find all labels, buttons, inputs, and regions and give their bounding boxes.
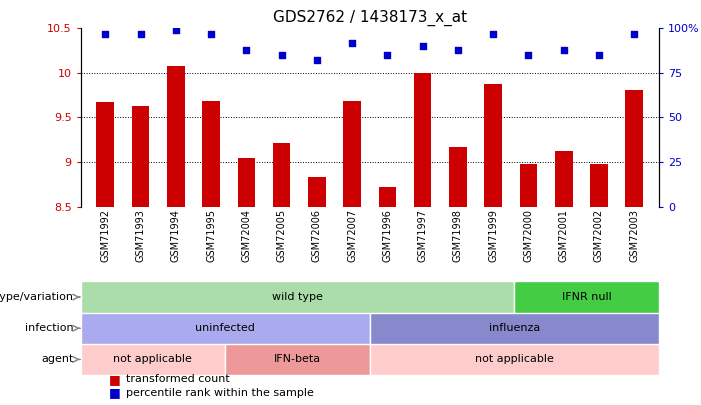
Bar xyxy=(343,100,361,207)
Point xyxy=(135,30,147,37)
Title: GDS2762 / 1438173_x_at: GDS2762 / 1438173_x_at xyxy=(273,9,467,26)
Bar xyxy=(379,187,396,207)
Bar xyxy=(81,344,225,375)
Point xyxy=(311,57,322,64)
Bar xyxy=(81,281,515,313)
Bar xyxy=(515,281,659,313)
Bar xyxy=(238,158,255,207)
Point xyxy=(276,52,287,58)
Bar xyxy=(370,313,659,344)
Point xyxy=(452,47,463,53)
Bar xyxy=(203,100,220,207)
Text: genotype/variation: genotype/variation xyxy=(0,292,74,302)
Text: not applicable: not applicable xyxy=(114,354,192,364)
Bar xyxy=(167,66,184,207)
Text: influenza: influenza xyxy=(489,323,540,333)
Point xyxy=(346,39,358,46)
Text: wild type: wild type xyxy=(272,292,323,302)
Point xyxy=(488,30,499,37)
Bar xyxy=(273,143,290,207)
Text: IFNR null: IFNR null xyxy=(562,292,611,302)
Bar xyxy=(484,85,502,207)
Bar xyxy=(555,151,573,207)
Bar xyxy=(225,344,370,375)
Bar xyxy=(81,313,370,344)
Bar xyxy=(132,106,149,207)
Bar xyxy=(308,177,326,207)
Text: ■: ■ xyxy=(109,386,121,399)
Point xyxy=(629,30,640,37)
Text: ■: ■ xyxy=(109,373,121,386)
Text: transformed count: transformed count xyxy=(126,375,230,384)
Bar xyxy=(97,102,114,207)
Point xyxy=(523,52,534,58)
Point xyxy=(100,30,111,37)
Text: IFN-beta: IFN-beta xyxy=(274,354,321,364)
Point xyxy=(417,43,428,49)
Bar xyxy=(370,344,659,375)
Text: agent: agent xyxy=(41,354,74,364)
Bar xyxy=(449,147,467,207)
Bar xyxy=(414,73,432,207)
Text: percentile rank within the sample: percentile rank within the sample xyxy=(126,388,314,398)
Text: infection: infection xyxy=(25,323,74,333)
Point xyxy=(382,52,393,58)
Point xyxy=(170,27,182,33)
Bar xyxy=(590,164,608,207)
Bar xyxy=(625,90,643,207)
Text: not applicable: not applicable xyxy=(475,354,554,364)
Point xyxy=(593,52,604,58)
Point xyxy=(558,47,569,53)
Point xyxy=(240,47,252,53)
Point xyxy=(205,30,217,37)
Bar xyxy=(519,164,537,207)
Text: uninfected: uninfected xyxy=(196,323,255,333)
